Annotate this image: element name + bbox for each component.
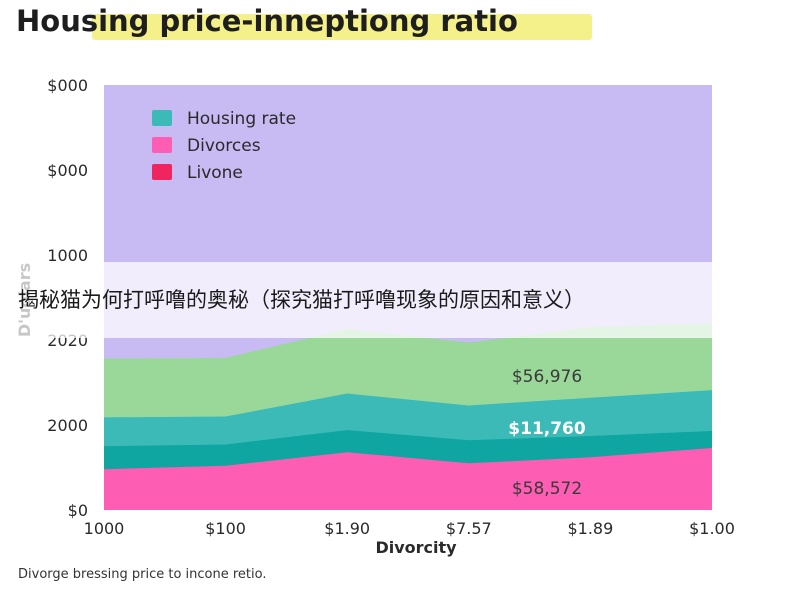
legend-swatch	[152, 137, 172, 153]
overlay-banner	[0, 262, 800, 338]
x-tick-label: $100	[205, 519, 246, 538]
legend-label: Divorces	[187, 136, 261, 156]
y-tick-label: $000	[47, 161, 88, 180]
legend-label: Livone	[187, 163, 243, 183]
data-label: $58,572	[512, 479, 582, 499]
area-series-1	[104, 447, 712, 510]
x-tick-label: $1.89	[567, 519, 613, 538]
y-tick-label: 2000	[47, 416, 88, 435]
page-title: Housing price-inneptiong ratio	[16, 4, 518, 38]
data-label: $56,976	[512, 367, 582, 387]
x-axis-title: Divorcity	[375, 538, 457, 557]
legend-swatch	[152, 164, 172, 180]
x-tick-label: $1.90	[324, 519, 370, 538]
x-tick-label: $1.00	[689, 519, 735, 538]
overlay-text: 揭秘猫为何打呼噜的奥秘（探究猫打呼噜现象的原因和意义）	[18, 288, 585, 312]
y-tick-label: $0	[68, 501, 88, 520]
y-tick-label: $000	[47, 76, 88, 95]
x-tick-label: 1000	[84, 519, 125, 538]
title-highlight	[92, 14, 592, 40]
legend-label: Housing rate	[187, 109, 296, 129]
y-tick-label: 1000	[47, 246, 88, 265]
chart-caption: Divorge bressing price to incone retio.	[18, 567, 267, 582]
data-label: $11,760	[508, 419, 586, 439]
legend-swatch	[152, 110, 172, 126]
x-tick-label: $7.57	[446, 519, 492, 538]
